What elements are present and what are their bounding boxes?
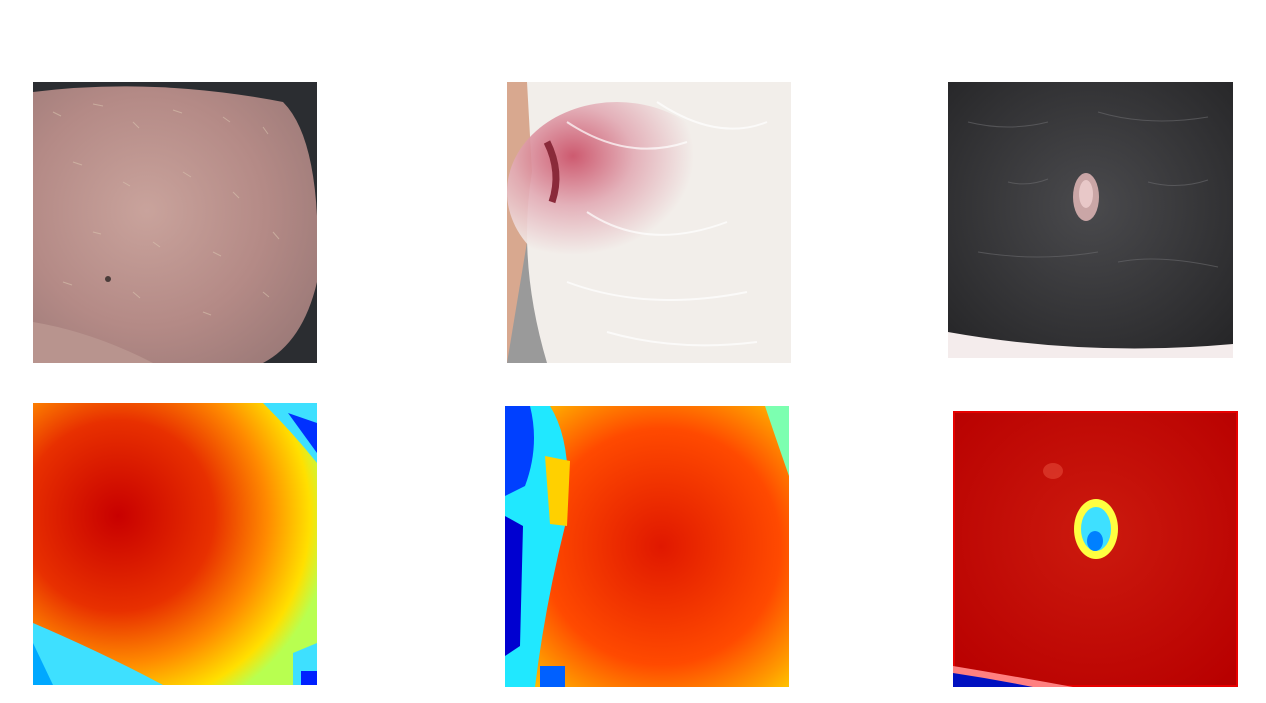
photo-2-image — [507, 82, 791, 363]
photo-panel-1 — [33, 82, 317, 363]
heatmap-1-image — [33, 403, 317, 685]
heatmap-panel-1 — [33, 403, 317, 685]
photo-panel-2 — [507, 82, 791, 363]
heatmap-panel-2 — [505, 406, 789, 687]
heatmap-panel-3 — [953, 411, 1238, 687]
photo-3-image — [948, 82, 1233, 358]
photo-1-image — [33, 82, 317, 363]
photo-panel-3 — [948, 82, 1233, 358]
heatmap-2-image — [505, 406, 789, 687]
heatmap-3-image — [953, 411, 1238, 687]
